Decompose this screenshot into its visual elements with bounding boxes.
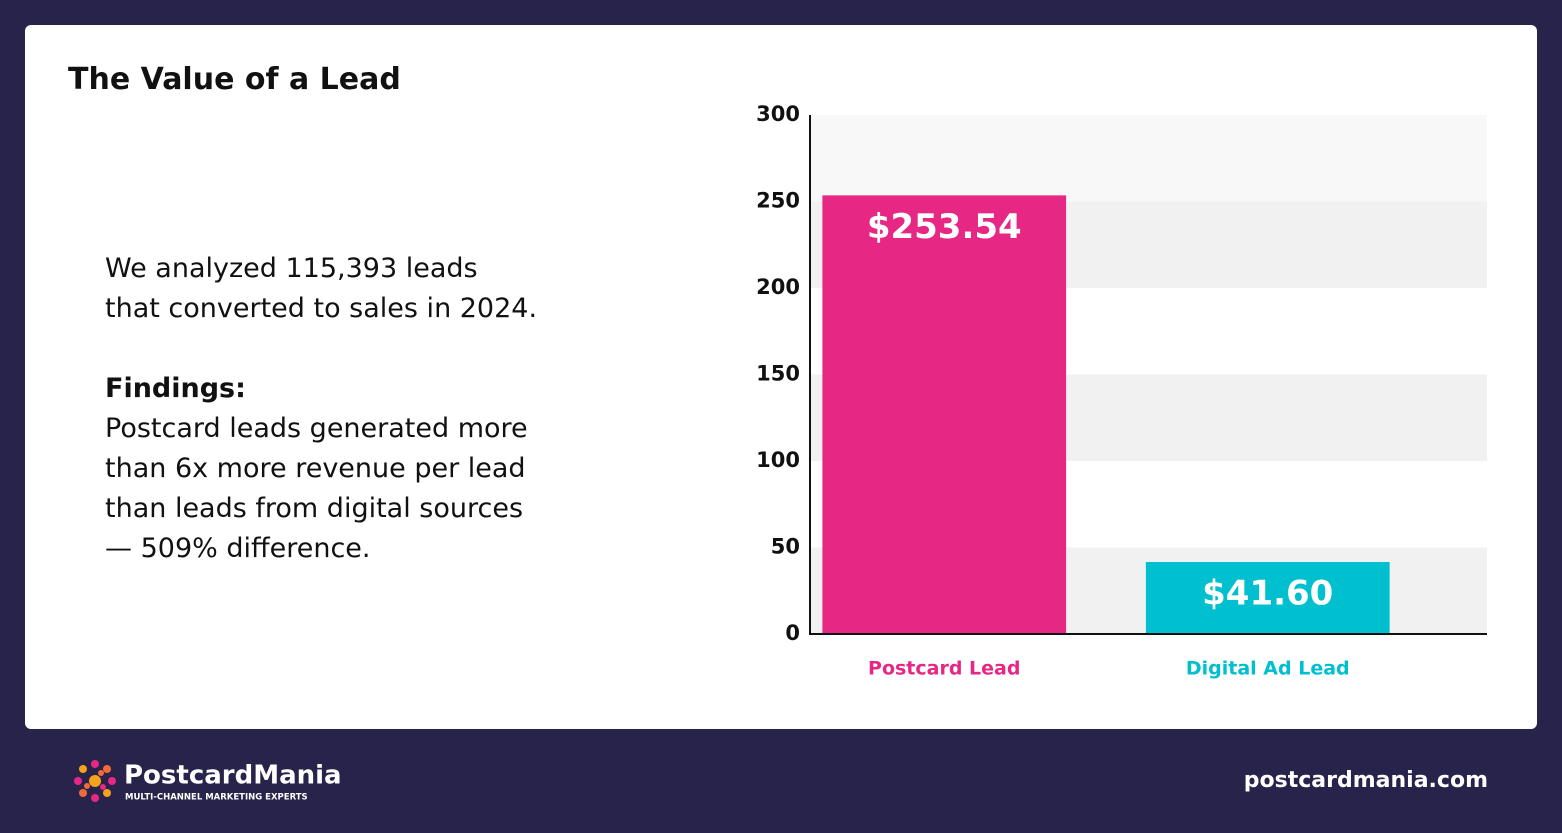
findings-line: Postcard leads generated more	[105, 413, 528, 444]
findings-line: than 6x more revenue per lead	[105, 453, 526, 484]
y-tick-label: 250	[756, 189, 800, 213]
brand-tagline: MULTI-CHANNEL MARKETING EXPERTS	[125, 793, 308, 803]
y-tick-label: 50	[771, 535, 800, 559]
y-tick-label: 150	[756, 362, 800, 386]
x-tick-label: Digital Ad Lead	[1186, 658, 1350, 680]
findings-line: than leads from digital sources	[105, 493, 524, 524]
brand-name: PostcardMania	[124, 761, 342, 791]
findings-heading: Findings:	[105, 373, 246, 404]
intro-line: We analyzed 115,393 leads	[105, 253, 478, 284]
site-url: postcardmania.com	[1244, 768, 1488, 793]
value-label: $253.54	[867, 207, 1022, 247]
y-tick-label: 100	[756, 448, 800, 472]
y-tick-label: 300	[756, 102, 800, 126]
y-tick-label: 0	[785, 621, 800, 645]
x-tick-label: Postcard Lead	[868, 658, 1020, 680]
intro-line: that converted to sales in 2024.	[105, 293, 538, 324]
bar	[822, 195, 1067, 634]
findings-line: — 509% difference.	[105, 533, 371, 564]
y-tick-label: 200	[756, 275, 800, 299]
bar	[1145, 562, 1390, 634]
logo-icon	[74, 760, 116, 802]
grid-band	[810, 115, 1487, 202]
value-label: $41.60	[1202, 574, 1333, 614]
chart-title: The Value of a Lead	[68, 62, 401, 97]
